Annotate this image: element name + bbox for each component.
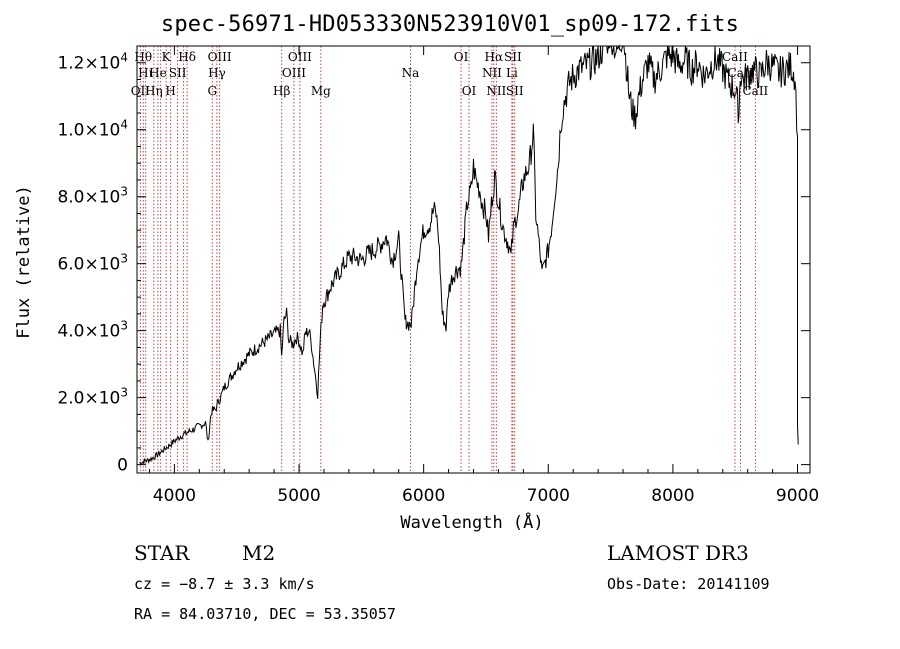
line-marker-label: OIII <box>282 66 306 80</box>
x-tick-label: 4000 <box>153 486 196 506</box>
y-tick-label: 8.0×103 <box>57 185 128 208</box>
redshift-text: cz = −8.7 ± 3.3 km/s <box>134 575 315 593</box>
flux-series-line <box>139 44 799 466</box>
line-marker-label: Na <box>402 66 420 80</box>
x-tick-label: 5000 <box>277 486 320 506</box>
object-class: STAR <box>134 541 190 565</box>
line-marker-label: OIII <box>288 50 312 64</box>
line-marker-label: OI <box>462 84 477 98</box>
line-marker-label: OII <box>131 84 151 98</box>
x-tick-label: 9000 <box>776 486 819 506</box>
line-marker-label: K <box>162 50 172 64</box>
line-marker-label: NII <box>486 84 506 98</box>
line-marker-label: Li <box>506 66 518 80</box>
y-tick-label: 0 <box>117 456 128 476</box>
line-marker-label: G <box>207 84 217 98</box>
y-tick-label: 6.0×103 <box>57 252 128 275</box>
line-marker-label: Hδ <box>178 50 196 64</box>
ra-dec-text: RA = 84.03710, DEC = 53.35057 <box>134 605 396 623</box>
line-marker-label: H <box>165 84 175 98</box>
line-marker-label: OIII <box>208 50 232 64</box>
obs-date: Obs-Date: 20141109 <box>607 575 770 593</box>
line-marker-label: Hβ <box>273 84 290 98</box>
y-axis-ticks: 0 2.0×103 4.0×103 6.0×103 8.0×103 1.0×104 1.2×… <box>57 51 810 476</box>
x-axis-ticks: 4000 5000 6000 7000 8000 9000 <box>148 46 819 506</box>
line-marker-label: SII <box>506 84 524 98</box>
line-marker-label: Mg <box>311 84 331 98</box>
x-axis-label: Wavelength (Å) <box>400 511 543 533</box>
line-marker-label: He <box>149 66 167 80</box>
y-tick-label: 1.0×104 <box>57 118 128 141</box>
line-marker-label: OI <box>454 50 469 64</box>
x-tick-label: 7000 <box>527 486 570 506</box>
line-marker-label: CaII <box>722 50 748 64</box>
line-marker-label: SII <box>504 50 522 64</box>
y-tick-label: 1.2×104 <box>57 51 128 74</box>
line-marker-label: Hγ <box>208 66 226 80</box>
chart-title: spec-56971-HD053330N523910V01_sp09-172.f… <box>160 12 740 37</box>
plot-frame <box>136 45 811 474</box>
line-marker-label: SII <box>169 66 187 80</box>
line-marker-label: Hα <box>485 50 504 64</box>
line-marker-label: NII <box>482 66 502 80</box>
line-marker-label: Hθ <box>134 50 152 64</box>
y-tick-label: 4.0×103 <box>57 319 128 342</box>
line-marker-label: Hι <box>138 66 153 80</box>
object-subclass: M2 <box>242 541 276 565</box>
line-marker-labels: OII Hθ Hι Hη He K H SII Hδ G Hγ OIII Hβ OIII OIII Mg Na O… <box>131 50 769 98</box>
x-tick-label: 6000 <box>402 486 445 506</box>
x-tick-label: 8000 <box>651 486 694 506</box>
y-tick-label: 2.0×103 <box>57 386 128 409</box>
line-markers <box>139 46 756 473</box>
y-axis-label: Flux (relative) <box>14 185 34 339</box>
survey-name: LAMOST DR3 <box>607 541 749 565</box>
line-marker-label: Hη <box>145 84 163 98</box>
